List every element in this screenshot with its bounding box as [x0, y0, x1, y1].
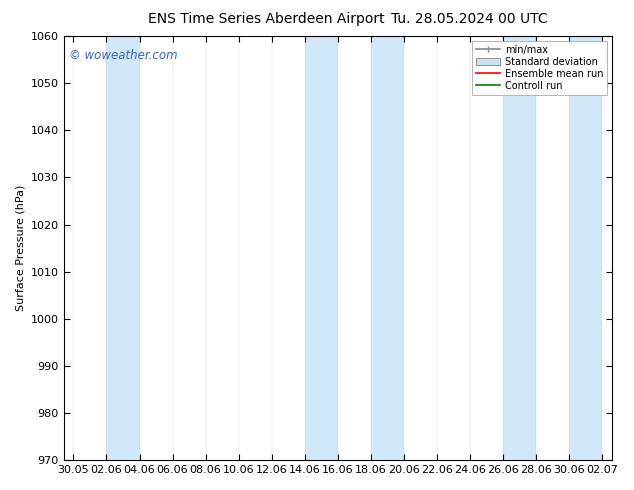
- Text: Tu. 28.05.2024 00 UTC: Tu. 28.05.2024 00 UTC: [391, 12, 548, 26]
- Bar: [569, 36, 602, 460]
- Bar: [503, 36, 536, 460]
- Legend: min/max, Standard deviation, Ensemble mean run, Controll run: min/max, Standard deviation, Ensemble me…: [472, 41, 607, 95]
- Bar: [305, 36, 338, 460]
- Text: ENS Time Series Aberdeen Airport: ENS Time Series Aberdeen Airport: [148, 12, 385, 26]
- Text: © woweather.com: © woweather.com: [69, 49, 178, 62]
- Y-axis label: Surface Pressure (hPa): Surface Pressure (hPa): [15, 185, 25, 311]
- Bar: [371, 36, 404, 460]
- Bar: [107, 36, 139, 460]
